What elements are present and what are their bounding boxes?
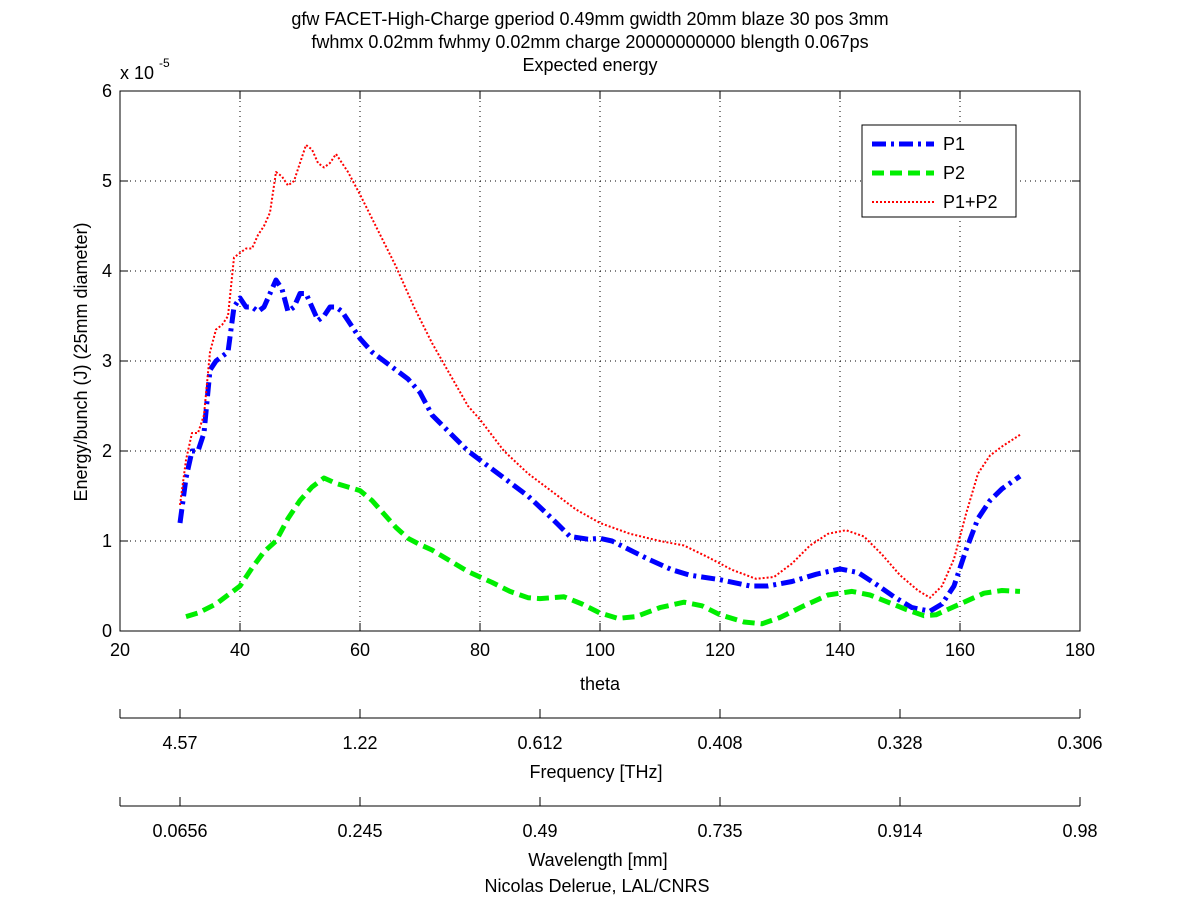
legend: P1 P2 P1+P2 (861, 124, 1017, 218)
secondary-tick-label: 0.245 (337, 821, 382, 841)
legend-label: P1+P2 (943, 192, 998, 212)
series-lines (177, 144, 1022, 627)
y-tick-label: 3 (102, 351, 112, 371)
x-tick-label: 160 (945, 640, 975, 660)
y-tick-label: 0 (102, 621, 112, 641)
legend-box (861, 124, 1017, 218)
grid (120, 91, 1080, 631)
x-tick-label: 80 (470, 640, 490, 660)
secondary-tick-label: 0.612 (517, 733, 562, 753)
y-tick-label: 1 (102, 531, 112, 551)
secondary-axes: 4.57 1.22 0.612 0.408 0.328 0.306 0.0656 0.245 0… (119, 709, 1103, 841)
chart-title-line-2: fwhmx 0.02mm fwhmy 0.02mm charge 2000000… (311, 32, 868, 52)
secondary-tick-label: 0.408 (697, 733, 742, 753)
secondary-tick-label: 0.328 (877, 733, 922, 753)
x-tick-label: 40 (230, 640, 250, 660)
x-tick-label: 20 (110, 640, 130, 660)
secondary-tick-label: 1.22 (342, 733, 377, 753)
secondary-tick-label: 0.735 (697, 821, 742, 841)
author-credit: Nicolas Delerue, LAL/CNRS (484, 876, 709, 896)
y-axis-exponent: -5 (159, 56, 170, 70)
y-tick-label: 6 (102, 81, 112, 101)
secondary-tick-label: 4.57 (162, 733, 197, 753)
legend-label: P2 (943, 163, 965, 183)
frequency-axis-label: Frequency [THz] (529, 762, 662, 782)
y-axis-multiplier: x 10 (120, 63, 154, 83)
y-tick-label: 2 (102, 441, 112, 461)
axis-ticks: 20 40 60 80 100 120 140 160 180 0 1 2 3 4 5 6 (102, 81, 1095, 660)
x-tick-label: 100 (585, 640, 615, 660)
secondary-tick-label: 0.914 (877, 821, 922, 841)
chart-title-line-3: Expected energy (522, 55, 657, 75)
secondary-tick-label: 0.0656 (152, 821, 207, 841)
series-line-p1 (177, 277, 1022, 614)
y-tick-label: 5 (102, 171, 112, 191)
chart-title-line-1: gfw FACET-High-Charge gperiod 0.49mm gwi… (291, 9, 888, 29)
x-tick-label: 120 (705, 640, 735, 660)
x-axis-label: theta (580, 674, 621, 694)
secondary-tick-label: 0.49 (522, 821, 557, 841)
x-tick-label: 140 (825, 640, 855, 660)
y-tick-label: 4 (102, 261, 112, 281)
x-tick-label: 60 (350, 640, 370, 660)
x-tick-label: 180 (1065, 640, 1095, 660)
series-line-p2 (185, 475, 1021, 627)
y-axis-label: Energy/bunch (J) (25mm diameter) (71, 222, 91, 501)
secondary-tick-label: 0.306 (1057, 733, 1102, 753)
secondary-tick-label: 0.98 (1062, 821, 1097, 841)
wavelength-axis-label: Wavelength [mm] (528, 850, 667, 870)
legend-label: P1 (943, 134, 965, 154)
